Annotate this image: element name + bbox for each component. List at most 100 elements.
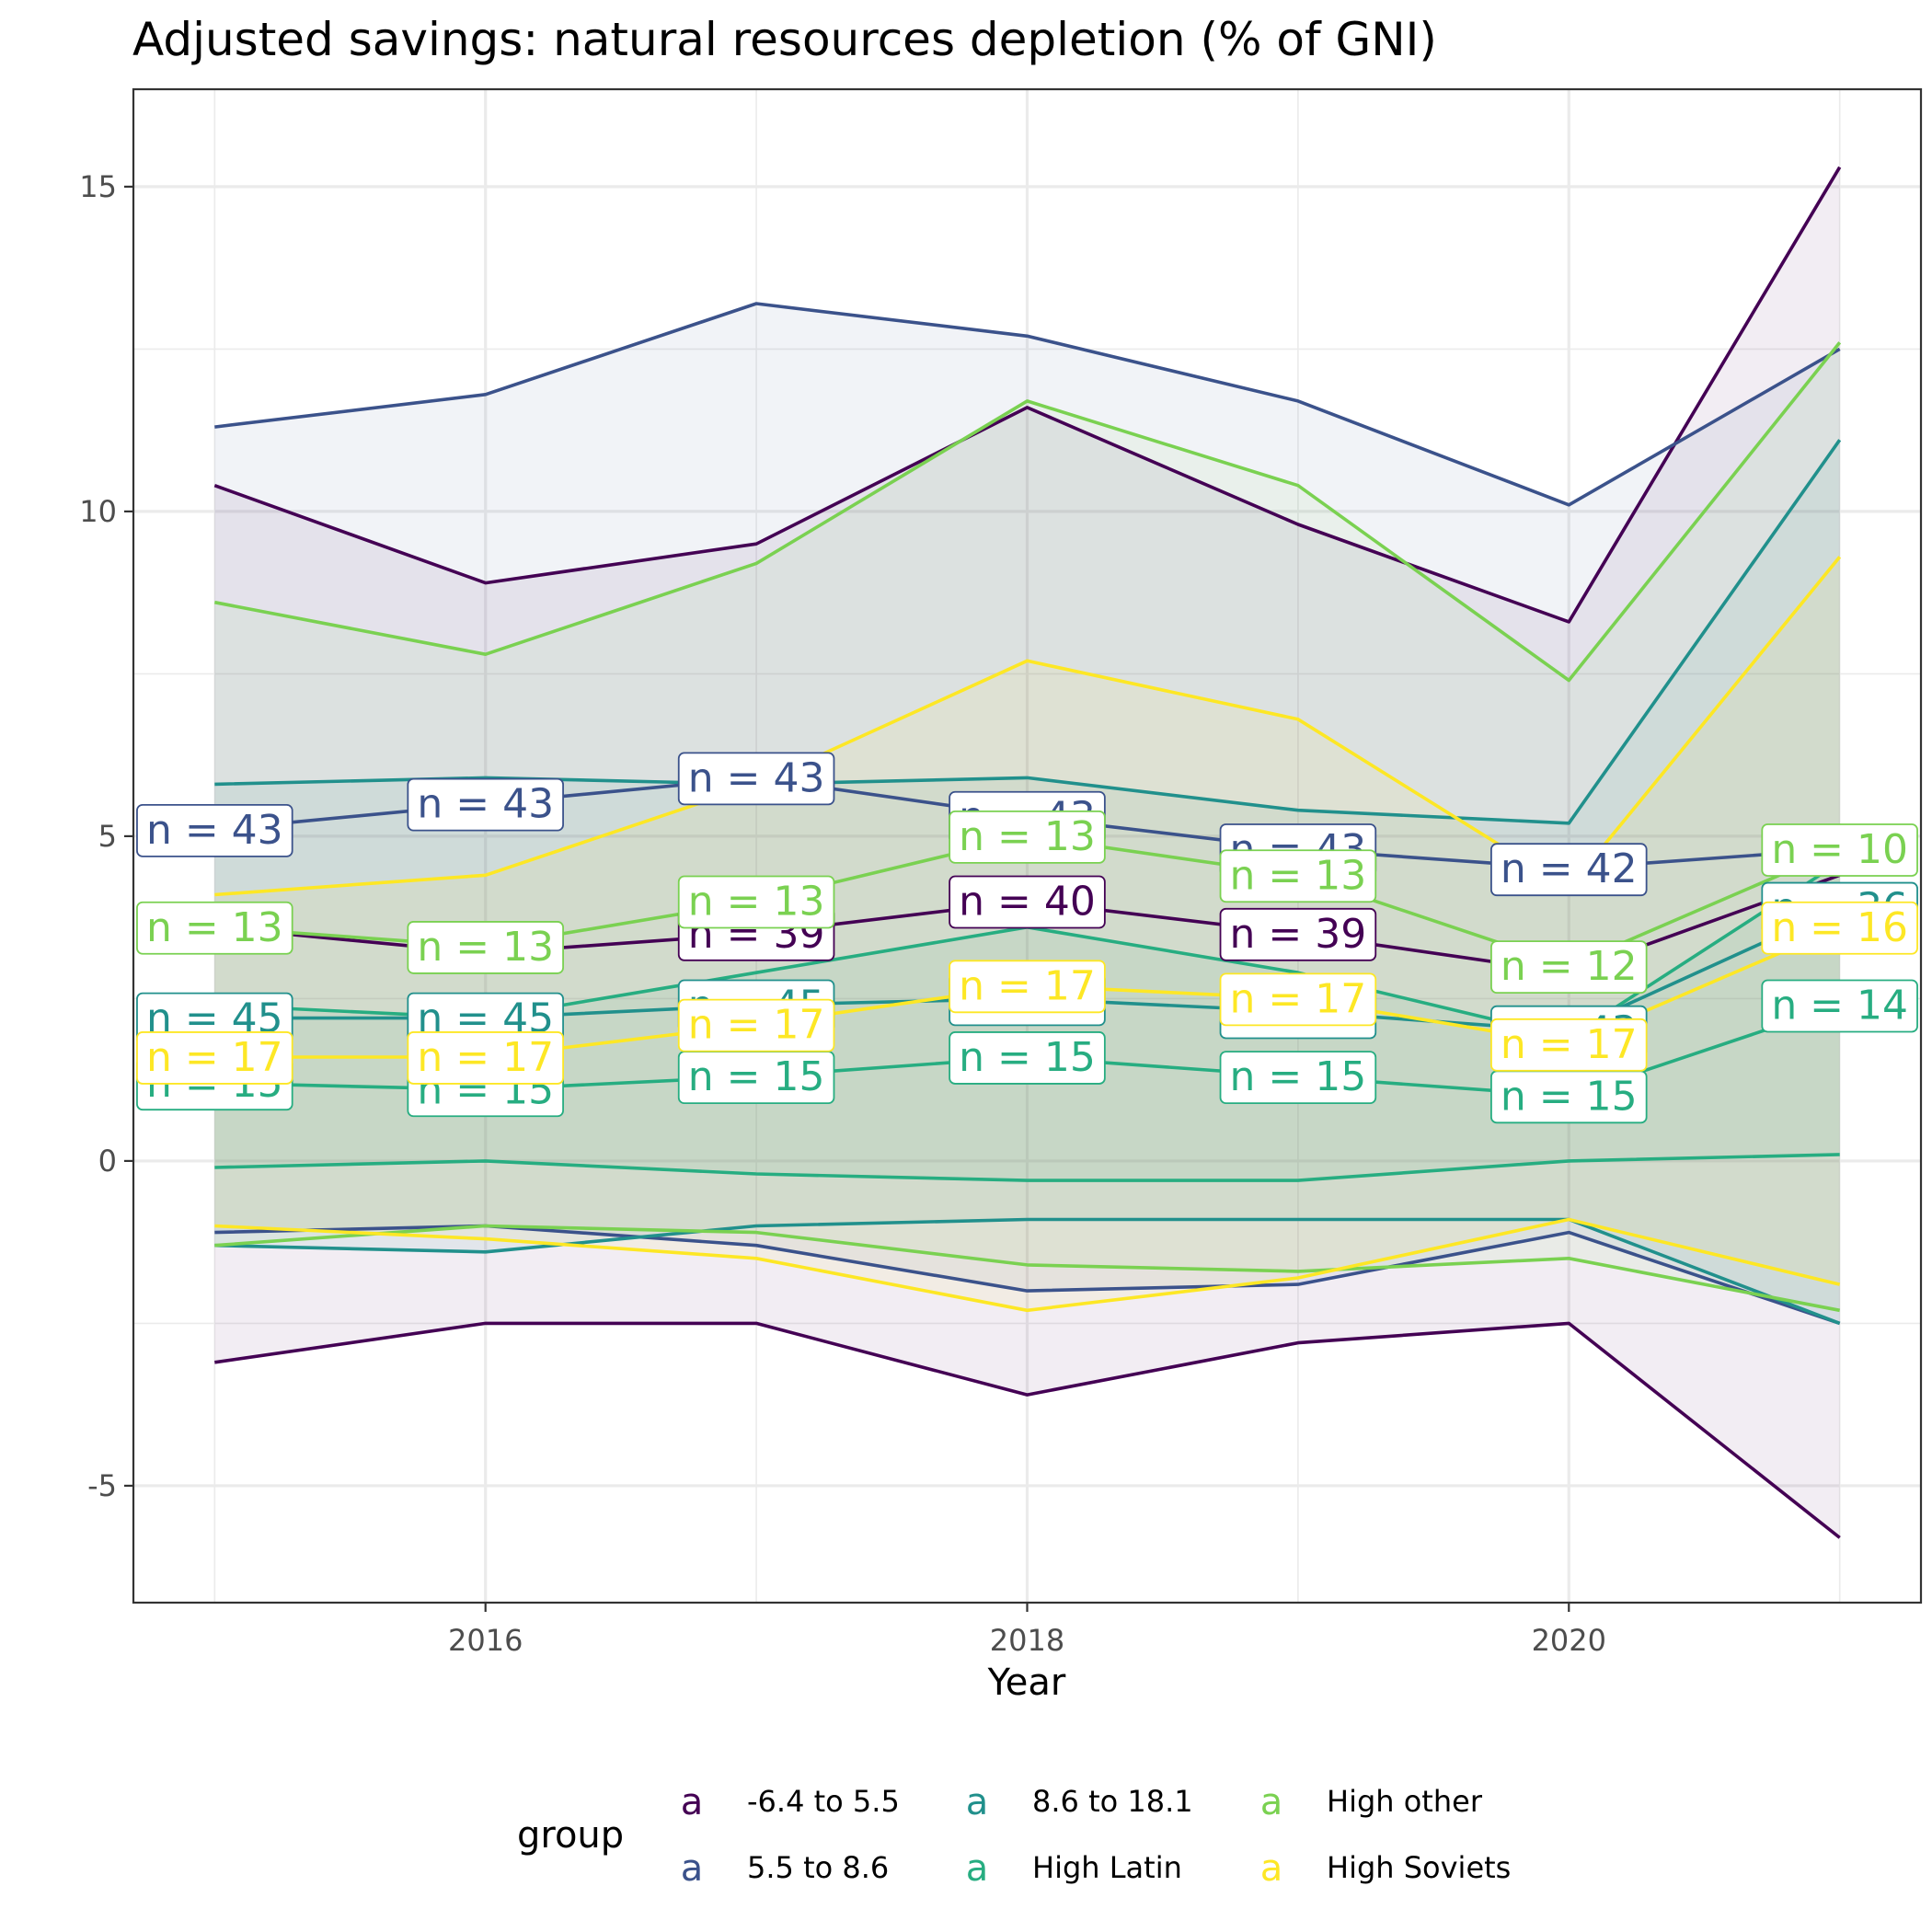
count-label-box bbox=[1219, 972, 1377, 1027]
count-label-box bbox=[1490, 1018, 1648, 1072]
count-label-text: n = 15 bbox=[959, 1034, 1096, 1081]
count-label-text: n = 17 bbox=[417, 1034, 554, 1081]
legend-title: group bbox=[517, 1814, 624, 1857]
count-label-text: n = 15 bbox=[688, 1053, 825, 1100]
count-label: n = 15 bbox=[1219, 1051, 1377, 1105]
count-label: n = 15 bbox=[677, 1051, 835, 1105]
count-label-box bbox=[1490, 940, 1648, 995]
legend-label: High Latin bbox=[1032, 1850, 1182, 1885]
count-label-text: n = 13 bbox=[417, 924, 554, 971]
legend-key-glyph: a bbox=[1260, 1847, 1283, 1890]
x-tick-label: 2018 bbox=[990, 1623, 1064, 1658]
count-label-text: n = 43 bbox=[688, 754, 825, 801]
series-line-upper bbox=[213, 166, 1842, 624]
count-label: n = 40 bbox=[949, 875, 1106, 929]
count-label-text: n = 42 bbox=[1501, 845, 1638, 892]
count-label-box bbox=[949, 811, 1106, 864]
count-label-box bbox=[136, 803, 293, 857]
count-label: n = 12 bbox=[1490, 940, 1648, 995]
count-label: n = 17 bbox=[1219, 972, 1377, 1027]
count-label-text: n = 13 bbox=[959, 813, 1096, 860]
count-label-box bbox=[677, 875, 835, 929]
axes: -5 0 5 10 15 2016 2018 2020 bbox=[79, 169, 1606, 1658]
y-tick-label: 5 bbox=[98, 819, 117, 854]
legend-label: High Soviets bbox=[1327, 1850, 1511, 1885]
count-label-box bbox=[1761, 979, 1918, 1033]
ribbon-area bbox=[214, 557, 1840, 1311]
count-label-text: n = 13 bbox=[688, 879, 825, 926]
count-label-text: n = 13 bbox=[146, 904, 283, 951]
count-label: n = 10 bbox=[1761, 823, 1918, 877]
count-label: n = 43 bbox=[407, 777, 564, 832]
count-label-text: n = 17 bbox=[688, 1002, 825, 1049]
series-line-lower bbox=[214, 1153, 1840, 1182]
count-label: n = 15 bbox=[1490, 1070, 1648, 1124]
y-tick-label: 15 bbox=[79, 169, 117, 204]
count-label-box bbox=[1761, 901, 1918, 955]
count-label-text: n = 17 bbox=[1230, 975, 1367, 1022]
count-label-text: n = 15 bbox=[1501, 1073, 1638, 1120]
y-tick-label: -5 bbox=[87, 1468, 117, 1503]
count-label: n = 42 bbox=[1490, 843, 1648, 897]
x-tick-label: 2020 bbox=[1532, 1623, 1606, 1658]
legend-key-glyph: a bbox=[966, 1781, 989, 1823]
count-label: n = 13 bbox=[677, 875, 835, 929]
series-line-upper bbox=[214, 439, 1842, 825]
x-axis-title: Year bbox=[987, 1662, 1066, 1704]
count-label: n = 13 bbox=[136, 901, 293, 955]
legend-label: High other bbox=[1327, 1784, 1483, 1819]
count-label: n = 16 bbox=[1761, 901, 1918, 955]
count-label: n = 39 bbox=[1219, 907, 1377, 961]
count-label: n = 14 bbox=[1761, 979, 1918, 1033]
count-label-box bbox=[949, 875, 1106, 929]
count-label: n = 17 bbox=[677, 998, 835, 1052]
count-label-box bbox=[1219, 849, 1377, 903]
count-label-text: n = 43 bbox=[417, 781, 554, 828]
count-label-text: n = 17 bbox=[146, 1034, 283, 1081]
series-line-upper bbox=[213, 341, 1842, 683]
count-label-text: n = 17 bbox=[1501, 1021, 1638, 1068]
legend-label: 8.6 to 18.1 bbox=[1032, 1784, 1193, 1819]
count-label-box bbox=[407, 777, 564, 832]
count-label-text: n = 39 bbox=[1230, 911, 1367, 958]
legend-label: -6.4 to 5.5 bbox=[747, 1784, 900, 1819]
count-label-text: n = 12 bbox=[1501, 943, 1638, 990]
series-line-lower bbox=[214, 1321, 1841, 1539]
count-label-text: n = 16 bbox=[1771, 904, 1908, 951]
count-label-box bbox=[949, 960, 1106, 1014]
legend-key-glyph: a bbox=[681, 1847, 704, 1890]
count-label-text: n = 10 bbox=[1771, 826, 1908, 873]
count-label-box bbox=[949, 1031, 1106, 1085]
count-label-text: n = 43 bbox=[146, 807, 283, 854]
count-label: n = 43 bbox=[136, 803, 293, 857]
count-label-box bbox=[1219, 907, 1377, 961]
series-line-lower bbox=[214, 1217, 1841, 1313]
count-label-box bbox=[407, 1031, 564, 1085]
legend-key-glyph: a bbox=[1260, 1781, 1283, 1823]
series-line-lower bbox=[214, 1224, 1841, 1313]
count-label-text: n = 17 bbox=[959, 962, 1096, 1009]
count-label-box bbox=[1219, 1051, 1377, 1105]
count-label-text: n = 14 bbox=[1771, 982, 1908, 1029]
count-label: n = 17 bbox=[949, 960, 1106, 1014]
count-label-box bbox=[677, 752, 835, 806]
count-label: n = 17 bbox=[1490, 1018, 1648, 1072]
count-label: n = 17 bbox=[407, 1031, 564, 1085]
count-label-text: n = 15 bbox=[1230, 1053, 1367, 1100]
y-tick-label: 10 bbox=[79, 494, 117, 529]
count-label: n = 15 bbox=[949, 1031, 1106, 1085]
count-label: n = 43 bbox=[677, 752, 835, 806]
series-line-upper bbox=[214, 302, 1841, 507]
legend-key-glyph: a bbox=[966, 1847, 989, 1890]
count-label-box bbox=[677, 998, 835, 1052]
count-label-box bbox=[407, 921, 564, 974]
count-labels: n = 39n = 40n = 39n = 43n = 43n = 43n = … bbox=[136, 752, 1918, 1124]
count-label: n = 13 bbox=[407, 921, 564, 974]
x-tick-label: 2016 bbox=[448, 1623, 523, 1658]
count-label: n = 17 bbox=[136, 1031, 293, 1085]
count-label-text: n = 40 bbox=[959, 879, 1096, 926]
legend: group a -6.4 to 5.5 a 5.5 to 8.6 a 8.6 to 18.… bbox=[517, 1781, 1511, 1890]
y-tick-label: 0 bbox=[98, 1144, 117, 1179]
count-label-box bbox=[136, 901, 293, 955]
